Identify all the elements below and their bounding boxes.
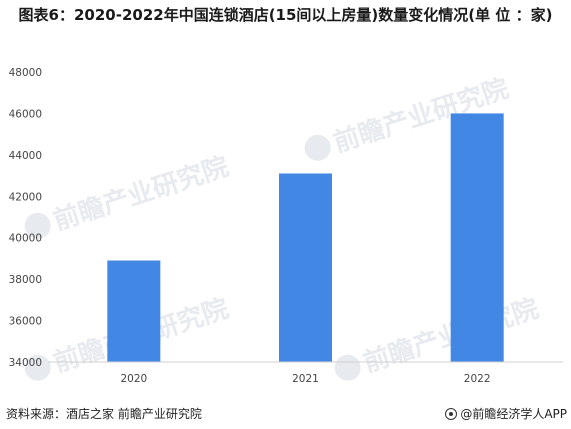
bar-2022 [450, 113, 504, 362]
x-tick-label: 2022 [464, 373, 491, 385]
credit: @前瞻经济学人APP [445, 405, 567, 422]
y-tick-label: 42000 [9, 191, 42, 203]
y-tick-label: 36000 [9, 316, 42, 328]
y-tick-label: 40000 [9, 233, 42, 245]
source-note: 资料来源：酒店之家 前瞻产业研究院 [6, 407, 202, 421]
footer: 资料来源：酒店之家 前瞻产业研究院 @前瞻经济学人APP [0, 399, 571, 429]
bar-2020 [107, 260, 161, 362]
brand-logo-icon [445, 407, 458, 420]
x-tick-label: 2020 [120, 373, 147, 385]
y-tick-label: 48000 [9, 67, 42, 79]
credit-text: @前瞻经济学人APP [460, 407, 567, 421]
y-tick-label: 46000 [9, 108, 42, 120]
y-tick-label: 38000 [9, 274, 42, 286]
y-tick-label: 34000 [9, 357, 42, 369]
x-tick-label: 2021 [292, 373, 319, 385]
chart-title: 图表6：2020-2022年中国连锁酒店(15间以上房量)数量变化情况(单 位 … [18, 6, 553, 24]
y-axis: 34000 36000 38000 40000 42000 44000 46000 48000 [9, 67, 42, 369]
x-axis: 2020 2021 2022 [48, 361, 563, 385]
bars [107, 113, 504, 362]
y-tick-label: 44000 [9, 150, 42, 162]
bar-2021 [279, 173, 332, 362]
